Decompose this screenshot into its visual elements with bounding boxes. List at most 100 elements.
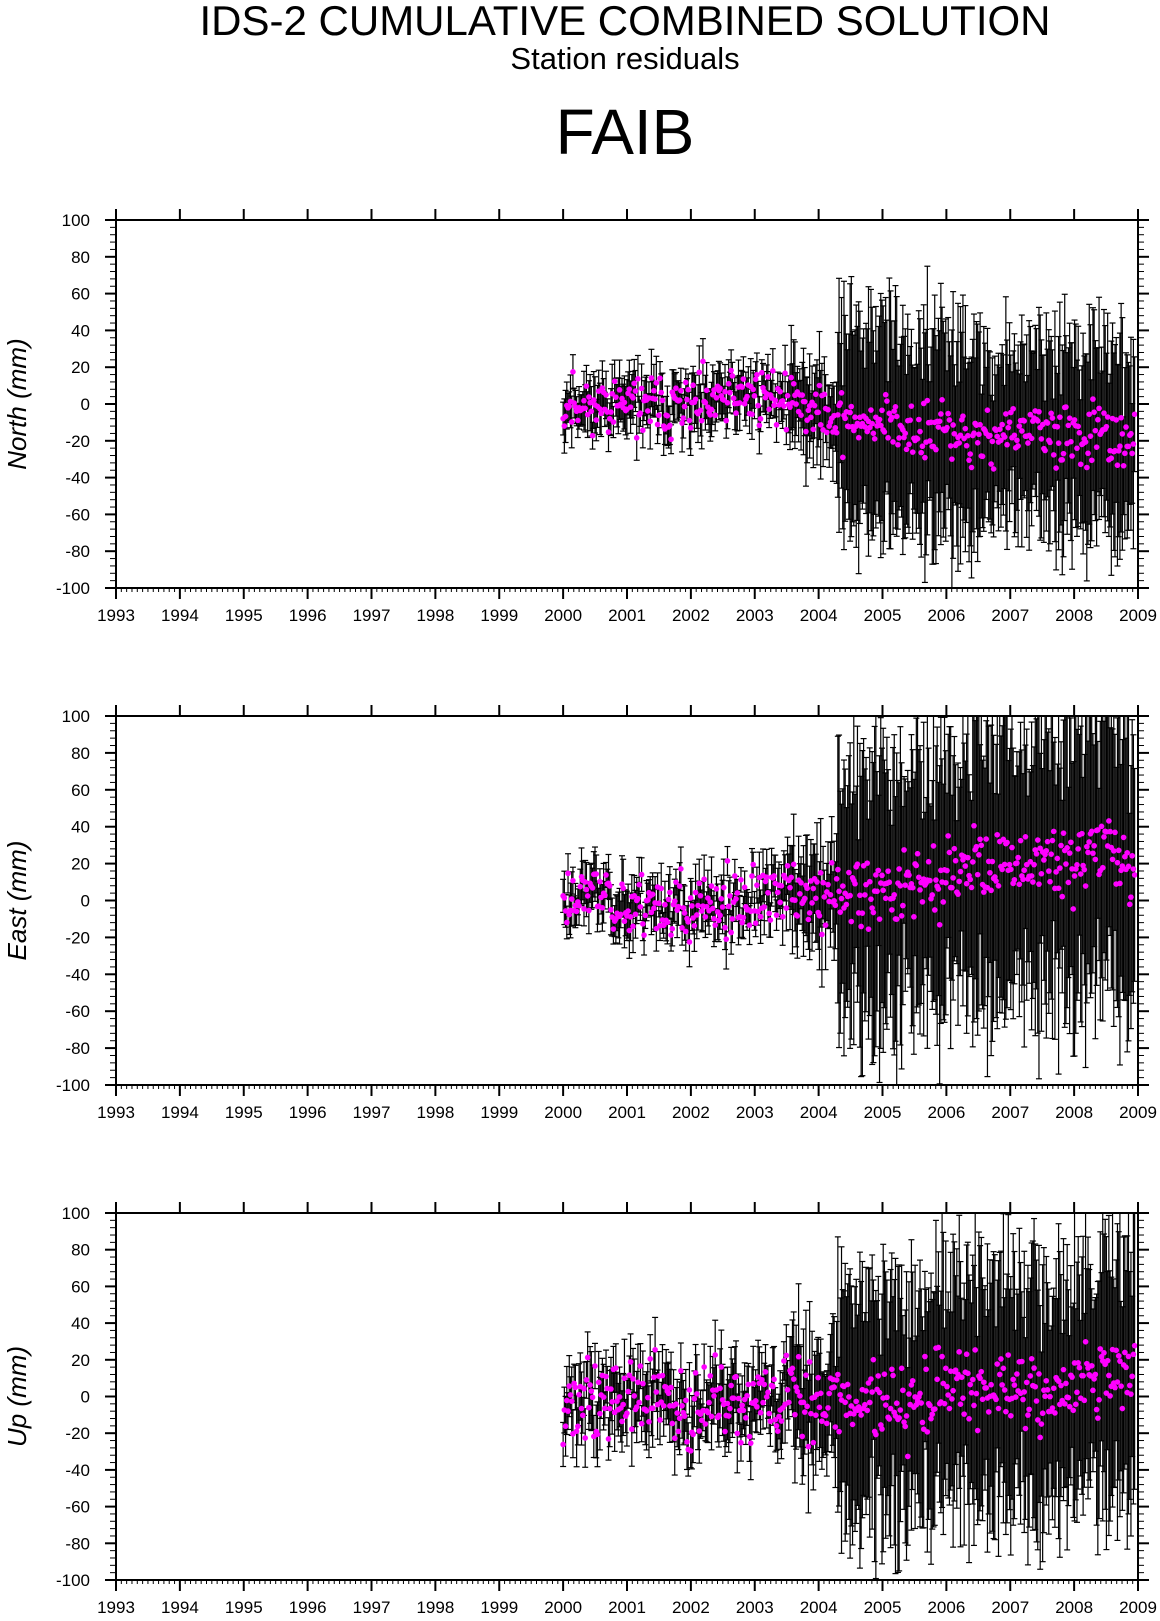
data-point (891, 408, 898, 414)
data-point (1014, 860, 1020, 866)
data-point (617, 911, 624, 918)
data-point (1128, 894, 1134, 900)
data-point (974, 871, 981, 878)
data-point (913, 862, 920, 869)
data-point (784, 862, 791, 869)
data-point (1044, 838, 1051, 845)
data-point (950, 422, 956, 428)
data-point (936, 921, 943, 928)
data-points (560, 358, 1138, 472)
data-point (827, 891, 834, 898)
data-point (805, 916, 812, 923)
data-point (1091, 842, 1097, 849)
data-point (573, 908, 580, 915)
data-point (576, 902, 582, 909)
data-point (1130, 441, 1137, 447)
data-point (720, 884, 727, 891)
data-point (603, 872, 609, 878)
data-point (833, 429, 840, 436)
x-tick-label: 1997 (353, 606, 391, 625)
plot-panel-3: 1993 1994 1995 1996 1997 1998 1999 2000 2001 2002… (2, 1202, 1157, 1617)
data-point (882, 391, 889, 398)
data-point (565, 870, 571, 877)
y-tick-label: 20 (71, 358, 90, 377)
data-point (1064, 845, 1070, 851)
data-point (1110, 848, 1117, 854)
data-point (1011, 432, 1018, 439)
data-point (609, 390, 615, 397)
data-point (989, 438, 996, 445)
data-point (1096, 405, 1102, 412)
data-point (968, 464, 975, 471)
data-point (644, 408, 651, 414)
data-point (957, 868, 964, 875)
data-point (662, 901, 668, 908)
y-tick-label: -20 (65, 928, 90, 947)
data-point (828, 860, 835, 866)
data-point (836, 888, 842, 895)
data-point (692, 889, 699, 896)
data-point (603, 392, 609, 398)
data-point (1017, 837, 1024, 844)
data-point (824, 429, 830, 436)
data-point (676, 883, 683, 889)
data-point (1047, 878, 1053, 885)
x-tick-label: 2009 (1119, 1103, 1157, 1122)
data-point (561, 895, 568, 901)
data-point (930, 843, 937, 849)
data-point (740, 376, 747, 382)
data-point (945, 410, 952, 417)
data-point (1034, 418, 1041, 424)
data-point (965, 854, 971, 861)
data-point (1074, 862, 1080, 868)
x-tick-label: 2003 (736, 1103, 774, 1122)
data-point (690, 915, 696, 921)
y-tick-label: 100 (62, 707, 90, 726)
data-points (560, 818, 1138, 945)
data-point (1098, 823, 1105, 830)
data-point (1079, 830, 1085, 837)
data-point (761, 904, 768, 910)
data-point (869, 905, 875, 911)
data-point (608, 906, 614, 913)
data-point (990, 466, 997, 472)
data-point (632, 388, 639, 394)
data-point (798, 412, 804, 419)
data-point (651, 387, 657, 394)
data-point (989, 858, 996, 865)
x-tick-label: 2007 (991, 1103, 1029, 1122)
data-point (865, 926, 872, 932)
y-tick-label: 100 (62, 211, 90, 230)
data-point (801, 398, 808, 405)
data-point (949, 884, 955, 891)
data-point (611, 378, 618, 385)
data-point (687, 425, 694, 431)
data-point (838, 895, 845, 902)
data-point (971, 430, 977, 436)
data-point (679, 420, 685, 426)
data-point (730, 395, 737, 402)
data-point (1119, 863, 1126, 869)
data-point (586, 907, 592, 914)
x-tick-label: 1997 (353, 1103, 391, 1122)
data-point (784, 392, 791, 399)
data-point (811, 402, 818, 409)
data-point (976, 852, 982, 858)
data-point (685, 386, 692, 393)
data-point (889, 414, 895, 421)
data-point (687, 895, 694, 901)
data-point (762, 878, 769, 885)
data-point (584, 893, 591, 899)
data-point (682, 928, 689, 935)
data-point (1114, 462, 1121, 469)
data-point (755, 908, 761, 915)
data-point (821, 894, 828, 900)
data-point (655, 900, 662, 907)
data-point (568, 419, 575, 425)
data-point (1104, 414, 1111, 420)
data-point (859, 910, 866, 916)
y-tick-label: -60 (65, 505, 90, 524)
data-point (1125, 863, 1132, 870)
data-point (644, 897, 651, 903)
data-point (660, 922, 667, 929)
